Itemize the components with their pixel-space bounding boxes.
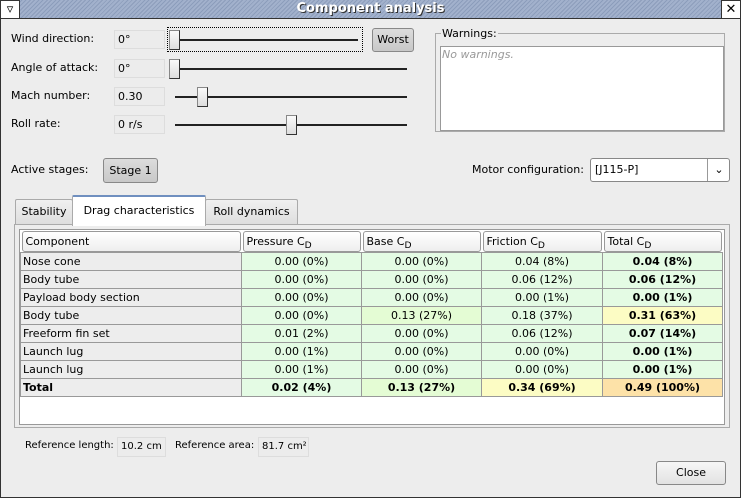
table-cell: 0.00 (0%) (241, 306, 362, 325)
roll-rate-slider-thumb[interactable] (286, 115, 297, 135)
table-cell: Body tube (20, 306, 242, 325)
table-cell: 0.06 (12%) (481, 324, 603, 343)
window-menu-icon[interactable]: ▿ (0, 0, 20, 19)
column-header[interactable]: Total CD (603, 230, 723, 253)
table-cell: Total (20, 378, 242, 397)
table-cell: 0.00 (0%) (241, 252, 362, 271)
table-cell: 0.18 (37%) (481, 306, 603, 325)
title-bar[interactable]: ▿ Component analysis ✕ (0, 0, 741, 19)
table-cell: 0.00 (1%) (241, 360, 362, 379)
table-row[interactable]: Body tube 0.00 (0%) 0.00 (0%) 0.06 (12%) 0.0… (20, 270, 723, 289)
table-row[interactable]: Body tube 0.00 (0%) 0.13 (27%) 0.18 (37%) 0.… (20, 306, 723, 325)
table-cell: 0.04 (8%) (602, 252, 723, 271)
table-cell: Body tube (20, 270, 242, 289)
table-row[interactable]: Freeform fin set 0.01 (2%) 0.00 (0%) 0.06 (… (20, 324, 723, 343)
table-cell: 0.01 (2%) (241, 324, 362, 343)
table-cell: Payload body section (20, 288, 242, 307)
reference-length-label: Reference length: (25, 440, 114, 451)
table-cell: 0.00 (0%) (361, 288, 482, 307)
window-title: Component analysis (296, 1, 445, 16)
chevron-down-icon[interactable]: ⌄ (707, 159, 730, 181)
mach-number-slider-thumb[interactable] (197, 87, 209, 107)
tab-stability[interactable]: Stability (15, 199, 73, 224)
wind-direction-field[interactable]: 0° (114, 30, 165, 49)
table-cell: 0.00 (0%) (361, 270, 482, 289)
column-header[interactable]: Pressure CD (242, 230, 362, 253)
table-cell: 0.13 (27%) (361, 378, 482, 397)
angle-of-attack-slider-thumb[interactable] (169, 59, 180, 79)
wind-direction-slider-thumb[interactable] (169, 30, 180, 50)
reference-area-value: 81.7 cm² (258, 437, 309, 457)
table-cell: 0.00 (1%) (481, 288, 603, 307)
warnings-text[interactable]: No warnings. (440, 46, 724, 131)
table-cell: 0.00 (0%) (361, 342, 482, 361)
table-cell: Freeform fin set (20, 324, 242, 343)
column-header[interactable]: Component (21, 230, 242, 253)
table-cell: 0.00 (0%) (241, 270, 362, 289)
table-cell: 0.34 (69%) (481, 378, 603, 397)
table-cell: 0.13 (27%) (361, 306, 482, 325)
close-icon[interactable]: ✕ (721, 0, 741, 19)
table-cell: 0.00 (0%) (361, 252, 482, 271)
table-cell: 0.00 (1%) (602, 360, 723, 379)
table-cell: 0.02 (4%) (241, 378, 362, 397)
angle-of-attack-label: Angle of attack: (11, 61, 99, 74)
table-cell: Launch lug (20, 360, 242, 379)
focus-ring (167, 27, 363, 52)
table-cell: Nose cone (20, 252, 242, 271)
total-row[interactable]: Total 0.02 (4%) 0.13 (27%) 0.34 (69%) 0.49 (… (20, 378, 723, 397)
drag-table-scrollpane[interactable]: Component Pressure CD Base CD Friction CD To… (19, 229, 725, 425)
tab-roll-dynamics[interactable]: Roll dynamics (205, 199, 298, 224)
table-row[interactable]: Nose cone 0.00 (0%) 0.00 (0%) 0.04 (8%) 0.04… (20, 252, 723, 271)
table-cell: 0.00 (0%) (361, 360, 482, 379)
angle-of-attack-slider[interactable] (175, 68, 407, 70)
table-cell: Launch lug (20, 342, 242, 361)
table-cell: 0.00 (0%) (361, 324, 482, 343)
motor-config-select[interactable]: [J115-P] ⌄ (590, 158, 730, 182)
table-cell: 0.06 (12%) (481, 270, 603, 289)
reference-length-value: 10.2 cm (117, 437, 166, 457)
warnings-label: Warnings: (441, 27, 498, 40)
worst-button[interactable]: Worst (372, 28, 414, 52)
tab-drag-characteristics[interactable]: Drag characteristics (72, 195, 206, 226)
roll-rate-label: Roll rate: (11, 117, 61, 130)
mach-number-label: Mach number: (11, 89, 91, 102)
column-header[interactable]: Base CD (362, 230, 482, 253)
column-header[interactable]: Friction CD (482, 230, 603, 253)
table-cell: 0.00 (0%) (481, 360, 603, 379)
table-cell: 0.00 (0%) (241, 288, 362, 307)
table-cell: 0.00 (1%) (602, 288, 723, 307)
mach-number-slider[interactable] (175, 96, 407, 98)
roll-rate-field[interactable]: 0 r/s (114, 115, 165, 134)
reference-area-label: Reference area: (175, 440, 255, 451)
table-cell: 0.31 (63%) (602, 306, 723, 325)
motor-config-value: [J115-P] (595, 163, 639, 176)
active-stages-label: Active stages: (11, 163, 89, 176)
wind-direction-slider[interactable] (170, 39, 358, 41)
table-cell: 0.04 (8%) (481, 252, 603, 271)
stage-1-toggle[interactable]: Stage 1 (103, 158, 158, 183)
wind-direction-label: Wind direction: (11, 32, 95, 45)
mach-number-field[interactable]: 0.30 (114, 87, 165, 106)
table-cell: 0.00 (1%) (602, 342, 723, 361)
table-cell: 0.00 (1%) (241, 342, 362, 361)
angle-of-attack-field[interactable]: 0° (114, 59, 165, 78)
table-cell: 0.07 (14%) (602, 324, 723, 343)
table-cell: 0.49 (100%) (602, 378, 723, 397)
warnings-group (435, 33, 725, 132)
motor-config-label: Motor configuration: (472, 163, 584, 176)
table-row[interactable]: Launch lug 0.00 (1%) 0.00 (0%) 0.00 (0%) 0.0… (20, 342, 723, 361)
close-button[interactable]: Close (656, 461, 726, 485)
drag-table: Component Pressure CD Base CD Friction CD To… (20, 230, 723, 397)
table-cell: 0.06 (12%) (602, 270, 723, 289)
table-row[interactable]: Payload body section 0.00 (0%) 0.00 (0%) 0.… (20, 288, 723, 307)
table-row[interactable]: Launch lug 0.00 (1%) 0.00 (0%) 0.00 (0%) 0.0… (20, 360, 723, 379)
table-cell: 0.00 (0%) (481, 342, 603, 361)
